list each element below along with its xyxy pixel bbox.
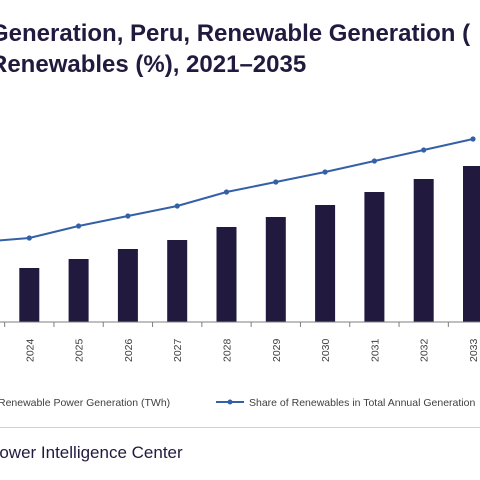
x-tick-label-2028: 2028 [222, 338, 234, 362]
x-tick-label-2029: 2029 [271, 338, 283, 362]
chart-title-line-1: Generation, Peru, Renewable Generation ( [0, 20, 471, 47]
bar-2024 [19, 268, 40, 322]
share-point-2029 [273, 179, 279, 185]
x-tick-label-2026: 2026 [123, 338, 135, 362]
chart-title: Generation, Peru, Renewable Generation (… [0, 18, 480, 80]
legend-label-bars: Renewable Power Generation (TWh) [0, 397, 170, 409]
x-tick-label-2027: 2027 [172, 338, 184, 362]
share-point-2032 [421, 147, 427, 153]
x-tick-label-2024: 2024 [24, 338, 36, 362]
footer-divider [0, 427, 480, 428]
share-point-2024 [26, 235, 32, 241]
legend-label-line: Share of Renewables in Total Annual Gene… [249, 397, 475, 409]
x-tick-label-2031: 2031 [369, 338, 381, 362]
bar-2032 [413, 179, 434, 322]
share-line [0, 138, 474, 242]
bar-2028 [216, 227, 237, 322]
x-axis-ticks [4, 322, 449, 327]
x-axis-labels: 2023202420252026202720282029203020312032… [24, 338, 480, 362]
legend-line-marker [227, 399, 233, 405]
share-point-2031 [371, 158, 377, 164]
bar-group [19, 166, 480, 322]
line-series-group [0, 136, 476, 242]
bar-2025 [68, 259, 89, 322]
x-tick-label-2032: 2032 [419, 338, 431, 362]
x-tick-label-2033: 2033 [468, 338, 480, 362]
bar-2033 [463, 166, 480, 322]
share-point-2028 [223, 189, 230, 195]
bar-2027 [167, 240, 188, 322]
x-tick-label-2030: 2030 [320, 338, 332, 362]
footer-source: Power Intelligence Center [0, 443, 183, 462]
share-point-2025 [76, 223, 82, 229]
chart-title-line-2: Renewables (%), 2021–2035 [0, 51, 307, 78]
x-tick-label-2025: 2025 [74, 338, 86, 362]
share-point-2026 [125, 213, 131, 219]
share-point-2033 [470, 136, 476, 142]
share-point-2030 [322, 169, 328, 175]
bar-2026 [117, 249, 138, 322]
bar-2031 [364, 192, 385, 322]
bar-2030 [315, 205, 336, 322]
legend: Renewable Power Generation (TWh) Share o… [0, 397, 475, 409]
bar-2029 [265, 217, 286, 322]
share-point-2027 [174, 203, 180, 209]
